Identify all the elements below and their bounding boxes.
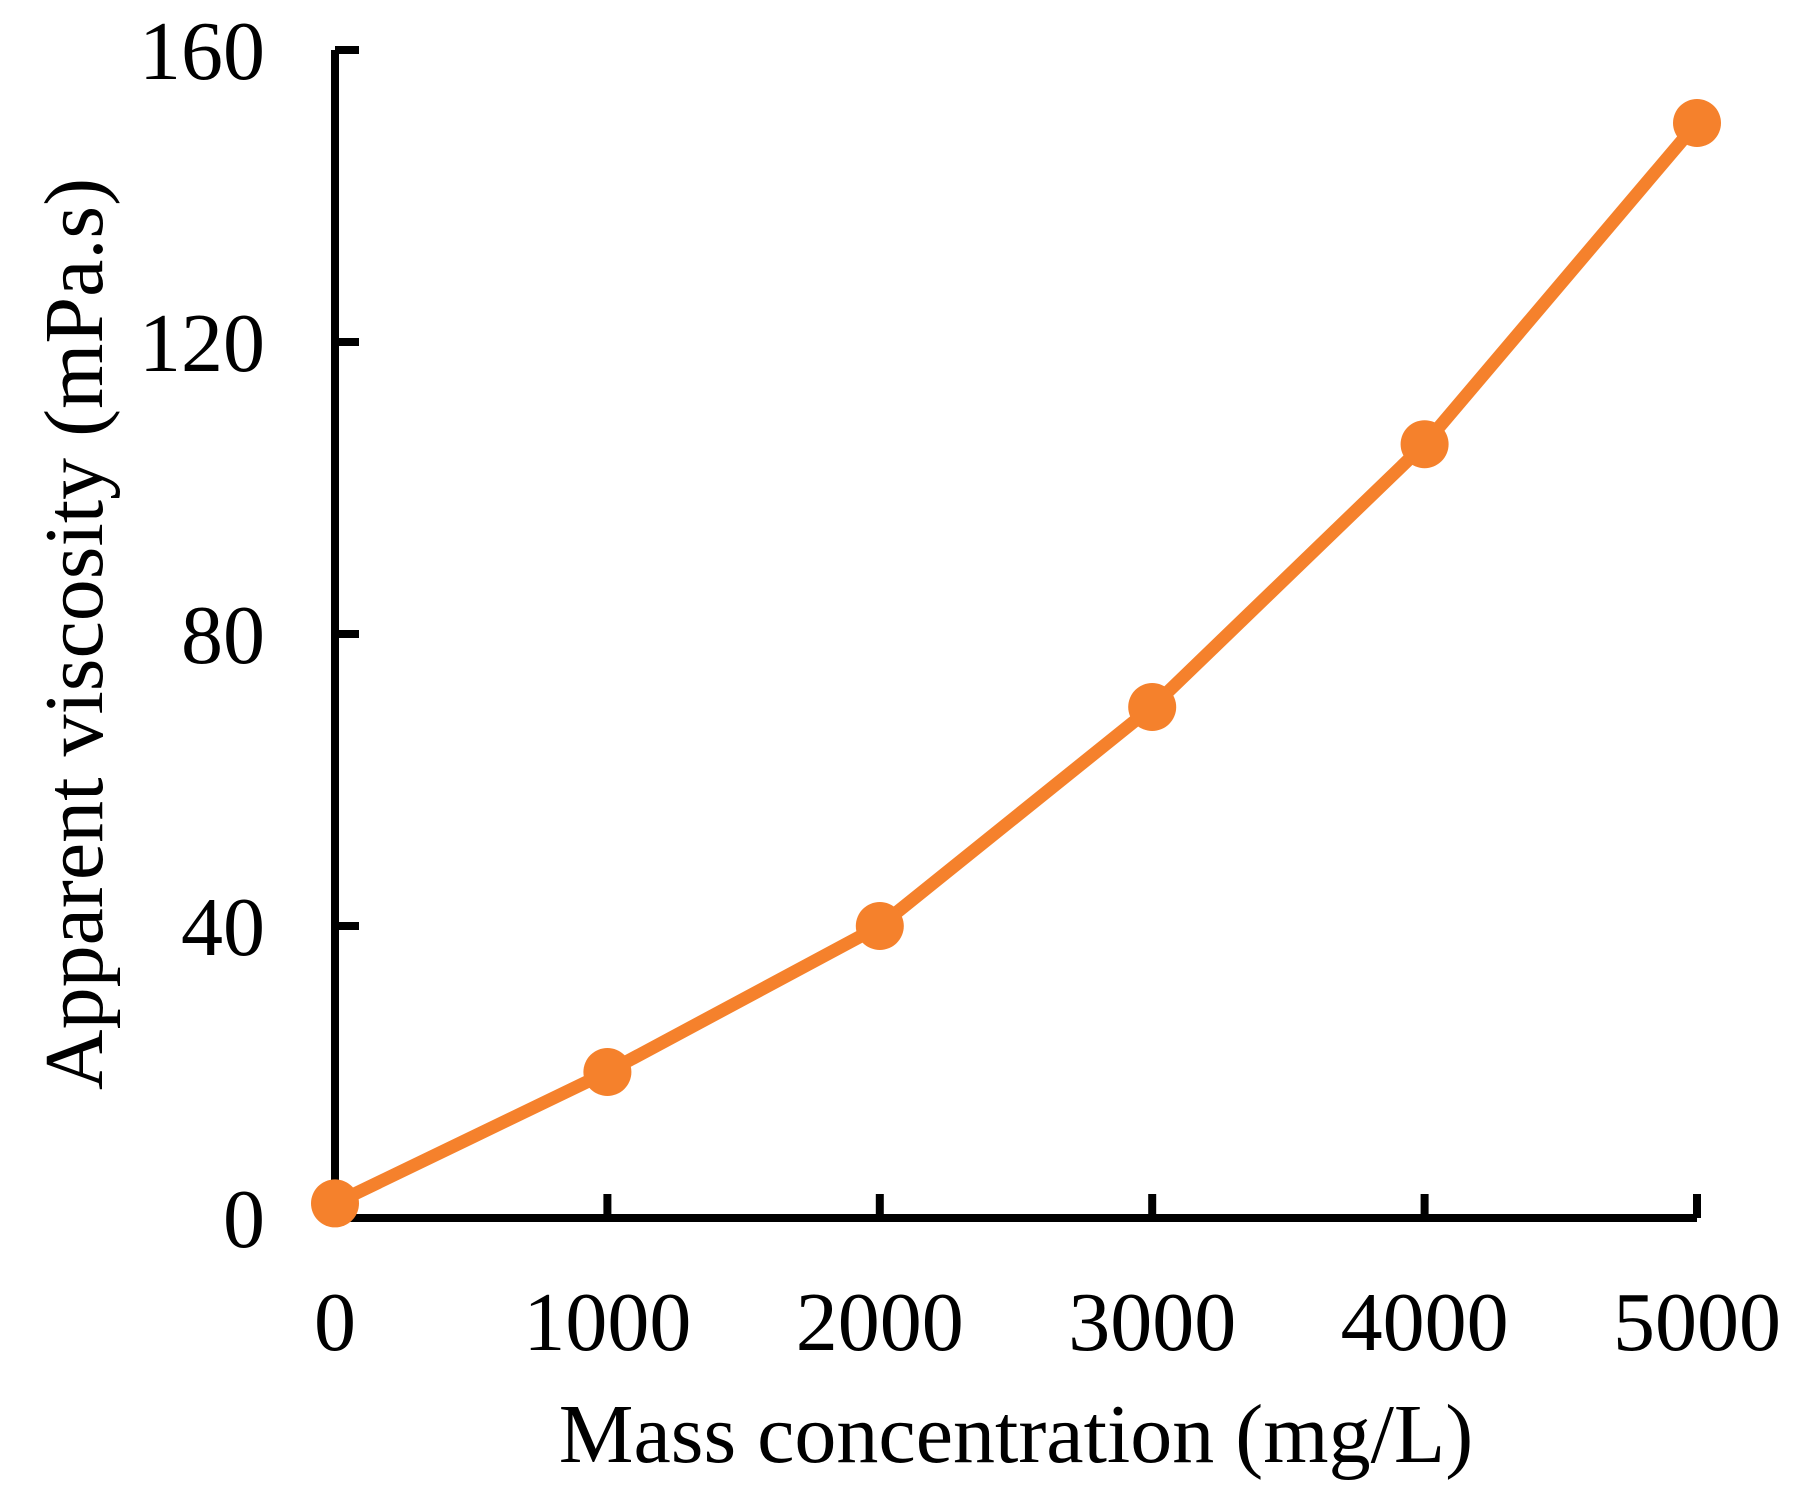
x-tick-label: 5000 <box>1613 1276 1781 1369</box>
axes-layer <box>331 46 1701 1222</box>
x-tick-label: 2000 <box>796 1276 964 1369</box>
tick-labels-layer: 0 1000 2000 3000 4000 5000 0 40 80 120 160 <box>139 5 1781 1369</box>
x-tick-label: 4000 <box>1341 1276 1509 1369</box>
y-axis-title: Apparent viscosity (mPa.s) <box>28 178 121 1090</box>
x-tick-label: 1000 <box>523 1276 691 1369</box>
y-tick-label: 80 <box>181 589 265 682</box>
y-tick-label: 0 <box>223 1173 265 1266</box>
x-tick-label: 3000 <box>1068 1276 1236 1369</box>
data-point <box>1673 99 1721 147</box>
x-tick-label: 0 <box>314 1276 356 1369</box>
data-point <box>1400 420 1449 469</box>
y-tick-label: 40 <box>181 881 265 974</box>
data-point <box>855 902 904 950</box>
y-tick-label: 160 <box>139 5 265 98</box>
y-tick-label: 120 <box>139 297 265 390</box>
series-layer <box>311 99 1721 1228</box>
data-point <box>311 1179 359 1228</box>
series-line <box>328 116 1704 1210</box>
data-point <box>583 1048 632 1096</box>
x-axis-title: Mass concentration (mg/L) <box>559 1388 1473 1481</box>
data-point <box>1128 683 1177 731</box>
